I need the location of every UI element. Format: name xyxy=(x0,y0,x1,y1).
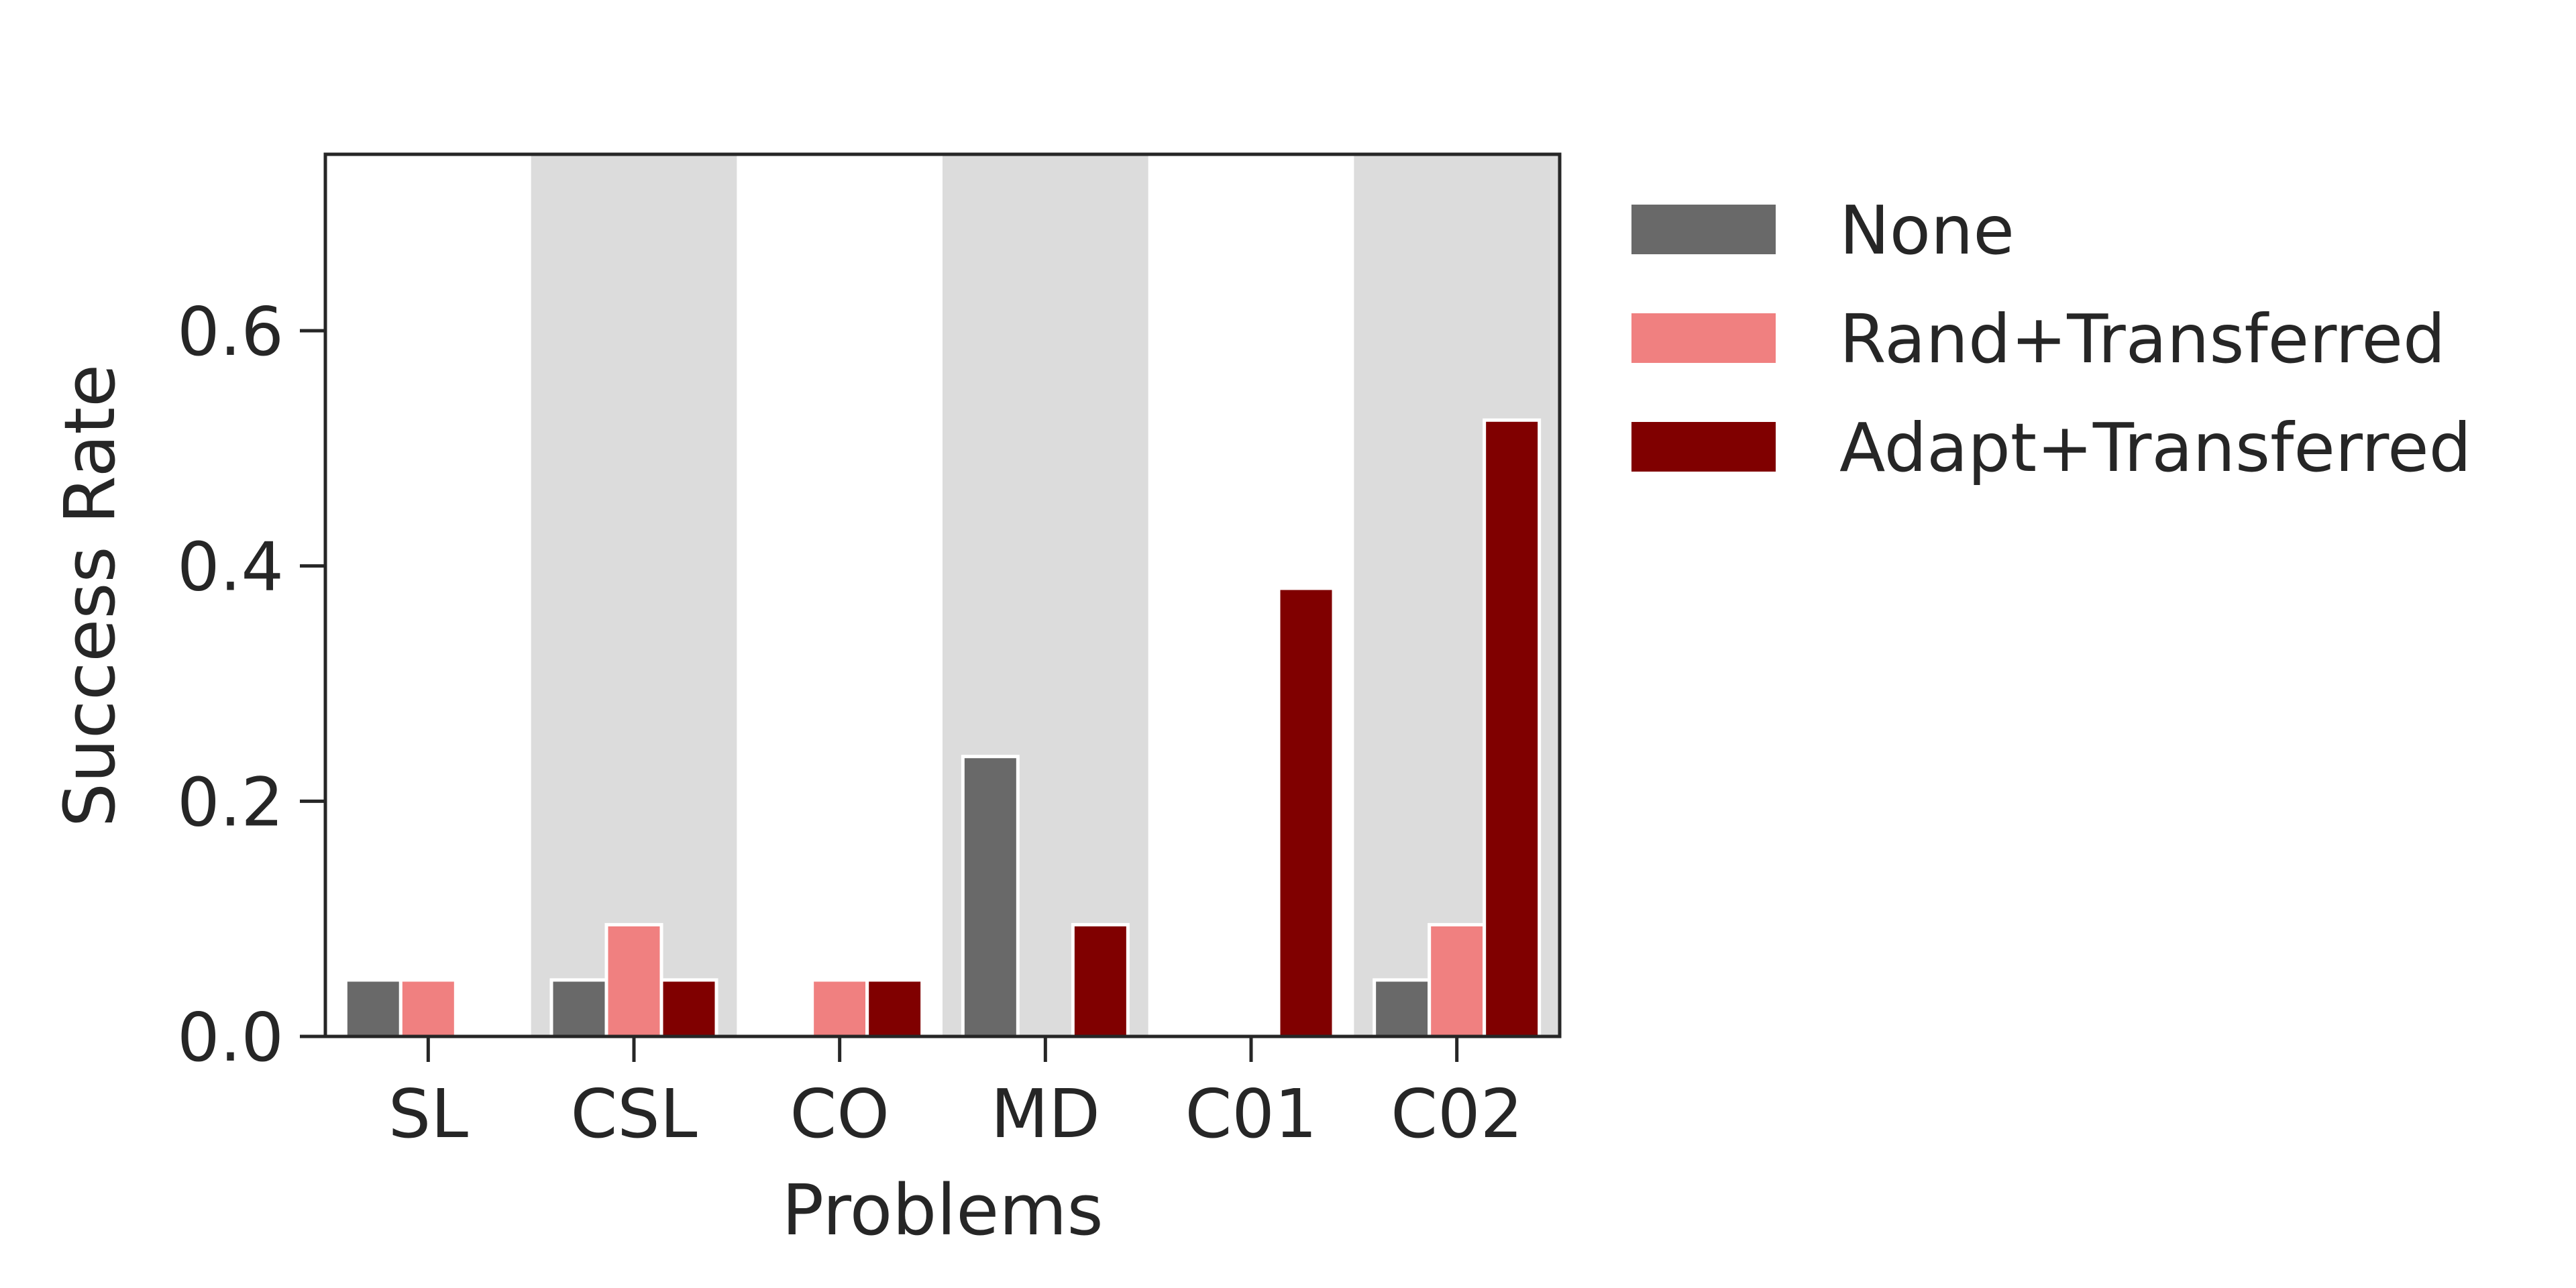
bar-c02-none xyxy=(1373,978,1432,1038)
bar-sl-none xyxy=(343,978,402,1038)
x-tick-label-c02: C02 xyxy=(1391,1075,1523,1153)
y-tick-label: 0.4 xyxy=(177,528,284,606)
y-tick-label: 0.6 xyxy=(177,292,284,371)
legend: None Rand+Transferred Adapt+Transferred xyxy=(1631,191,2471,487)
x-tick-label-c01: C01 xyxy=(1185,1075,1317,1153)
band-csl xyxy=(531,154,737,1036)
bar-md-none xyxy=(961,755,1020,1038)
bar-sl-rand-transferred xyxy=(398,978,458,1038)
x-tick-label-csl: CSL xyxy=(570,1075,697,1153)
x-tick-label-co: CO xyxy=(790,1075,890,1153)
x-tick-label-sl: SL xyxy=(388,1075,468,1153)
legend-swatch-adapt-transferred xyxy=(1631,422,1776,472)
legend-label-adapt-transferred: Adapt+Transferred xyxy=(1839,409,2471,487)
bar-co-rand-transferred xyxy=(810,978,869,1038)
y-axis: 0.0 0.2 0.4 0.6 xyxy=(177,292,325,1077)
x-axis: SL CSL CO MD C01 C02 xyxy=(388,1036,1523,1153)
x-axis-label: Problems xyxy=(782,1169,1103,1251)
bar-c01-adapt-transferred xyxy=(1277,586,1336,1038)
category-bands xyxy=(531,154,1560,1036)
x-tick-label-md: MD xyxy=(991,1075,1100,1153)
legend-label-none: None xyxy=(1839,191,2015,270)
bars xyxy=(343,418,1542,1038)
bar-co-adapt-transferred xyxy=(865,978,924,1038)
y-axis-label: Success Rate xyxy=(49,364,131,827)
legend-swatch-rand-transferred xyxy=(1631,313,1776,363)
bar-c02-adapt-transferred xyxy=(1483,418,1542,1038)
bar-c02-rand-transferred xyxy=(1428,922,1487,1038)
legend-swatch-none xyxy=(1631,205,1776,254)
legend-label-rand-transferred: Rand+Transferred xyxy=(1839,300,2445,378)
y-tick-label: 0.0 xyxy=(177,998,284,1077)
bar-csl-rand-transferred xyxy=(604,922,663,1038)
bar-csl-adapt-transferred xyxy=(659,978,718,1038)
plot-frame xyxy=(323,152,1562,1038)
bar-csl-none xyxy=(549,978,608,1038)
y-tick-label: 0.2 xyxy=(177,763,284,841)
bar-md-adapt-transferred xyxy=(1071,922,1130,1038)
